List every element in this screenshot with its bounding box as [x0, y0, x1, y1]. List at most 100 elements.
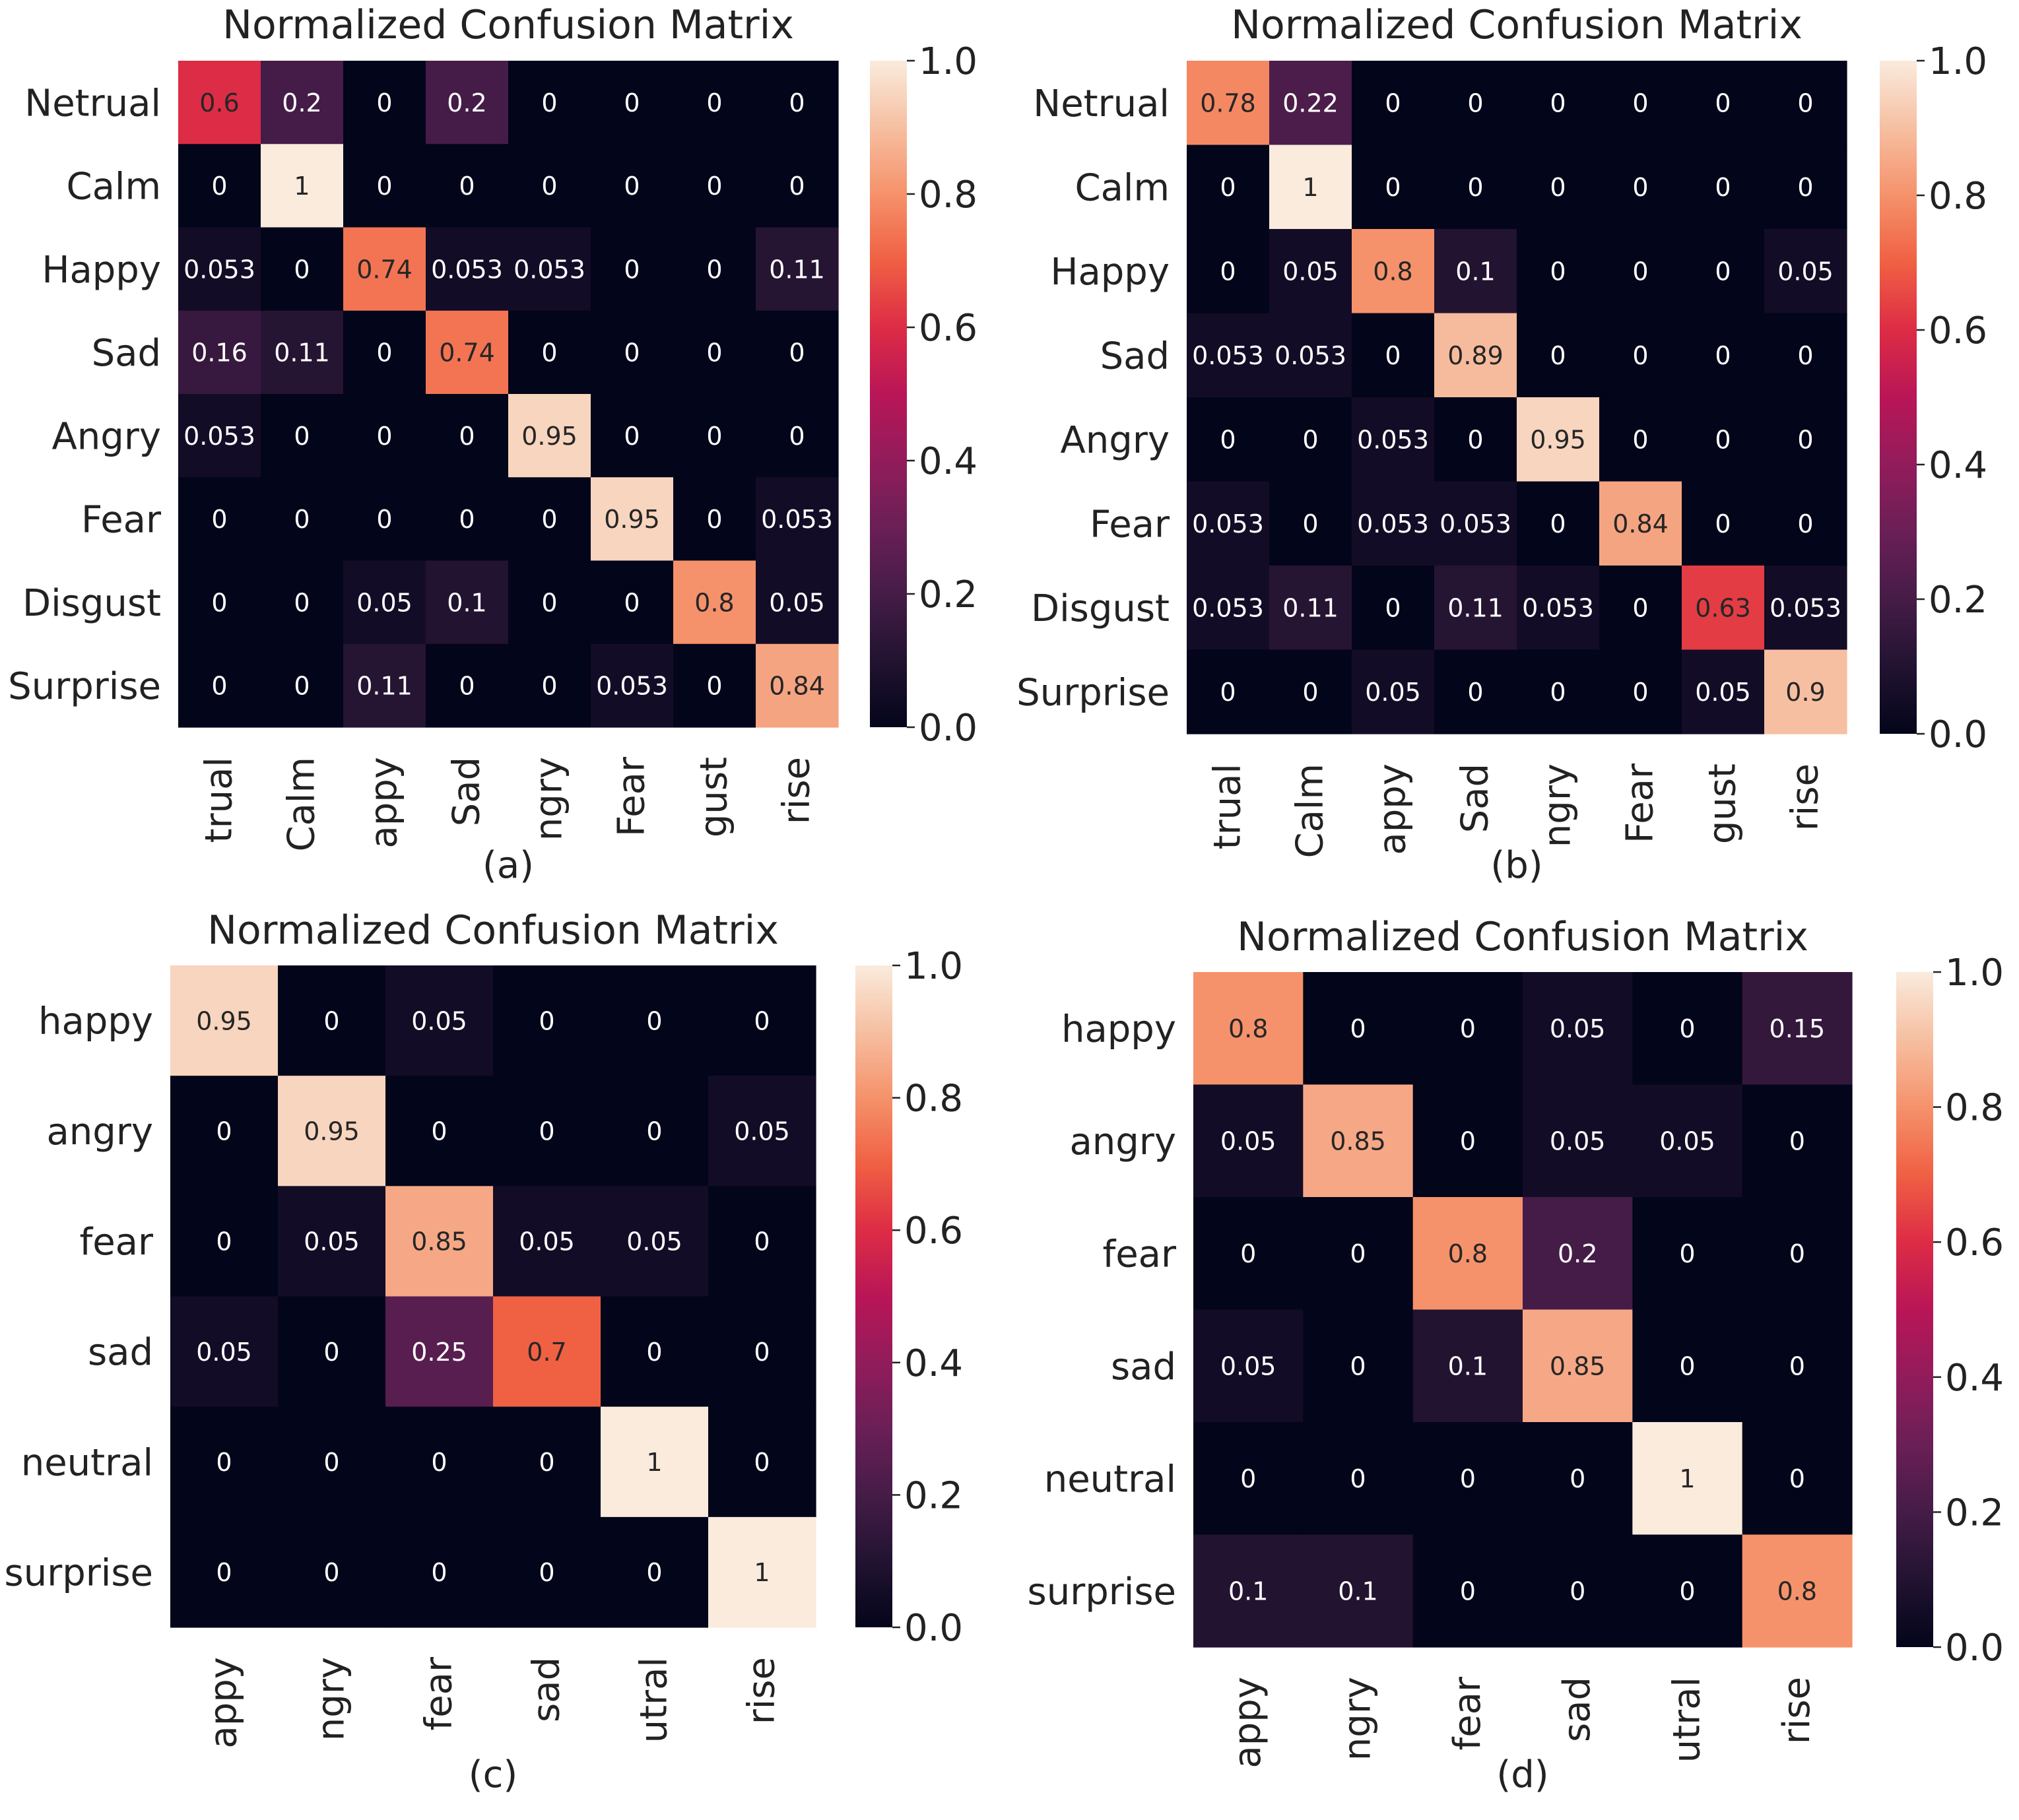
- heatmap-cell: [673, 310, 756, 395]
- heatmap-cell: [426, 643, 509, 728]
- cell-value-label: 0: [376, 172, 392, 201]
- y-tick-label: angry: [1069, 1121, 1176, 1163]
- cell-value-label: 0.05: [1365, 678, 1421, 707]
- heatmap-cell: [493, 1186, 601, 1297]
- heatmap-cell: [426, 144, 509, 228]
- heatmap-cell: [343, 560, 426, 645]
- cell-value-label: 0.11: [1447, 593, 1504, 622]
- panel-label: (d): [1496, 1753, 1548, 1796]
- heatmap-cell: [1764, 566, 1847, 651]
- cell-value-label: 0: [1550, 678, 1566, 707]
- cell-value-label: 0.05: [1659, 1126, 1715, 1155]
- colorbar-tick-label: 0.4: [904, 1342, 963, 1385]
- cell-value-label: 0: [1789, 1239, 1805, 1268]
- cell-value-label: 0.05: [734, 1117, 790, 1146]
- heatmap-cell: [1412, 1197, 1523, 1311]
- heatmap-cell: [1523, 972, 1633, 1086]
- colorbar-tick-label: 0.4: [919, 440, 977, 483]
- panel-label: (c): [469, 1753, 517, 1796]
- heatmap-cell: [1412, 1309, 1523, 1423]
- cell-value-label: 0.2: [447, 88, 486, 117]
- heatmap-cell: [178, 560, 261, 645]
- heatmap-cell: [1303, 1534, 1414, 1648]
- heatmap-cell: [261, 560, 344, 645]
- heatmap-cell: [1303, 1309, 1414, 1423]
- heatmap-cells: 0.6 0.2 0 0.2 0 0 0 0 0 1 0 0 0 0 0 0 0.053 0 0.74 0.053 0.0…: [178, 61, 839, 728]
- cell-value-label: 0.95: [604, 505, 660, 534]
- cell-value-label: 0.05: [356, 588, 413, 617]
- cell-value-label: 0: [1679, 1239, 1695, 1268]
- x-tick-label: fear: [418, 1656, 461, 1730]
- heatmap-cell: [385, 1186, 494, 1297]
- heatmap-cell: [1523, 1309, 1633, 1423]
- colorbar-tick-label: 0.8: [1929, 175, 1987, 218]
- cell-value-label: 0.8: [1228, 1014, 1268, 1043]
- cell-value-label: 0.1: [1448, 1351, 1488, 1381]
- cell-value-label: 0: [706, 339, 722, 368]
- cell-value-label: 0: [1220, 425, 1236, 454]
- cell-value-label: 0: [1632, 425, 1648, 454]
- cell-value-label: 0.05: [1550, 1014, 1606, 1043]
- heatmap-cell: [1187, 61, 1270, 146]
- heatmap-cell: [1269, 145, 1352, 230]
- heatmap-cell: [508, 227, 591, 311]
- cell-value-label: 0: [1302, 425, 1318, 454]
- panel-label: (a): [482, 844, 534, 887]
- cell-value-label: 0: [539, 1448, 554, 1477]
- cell-value-label: 0: [1385, 593, 1401, 622]
- cell-value-label: 0: [294, 588, 310, 617]
- cell-value-label: 0.6: [199, 88, 239, 117]
- cell-value-label: 0: [624, 88, 640, 117]
- cell-value-label: 0: [294, 422, 310, 451]
- heatmap-cell: [1632, 1197, 1743, 1311]
- cell-value-label: 0.05: [196, 1338, 252, 1367]
- heatmap-cell: [178, 477, 261, 562]
- cell-value-label: 0: [211, 505, 227, 534]
- heatmap-cell: [1523, 1084, 1633, 1198]
- cell-value-label: 0: [211, 172, 227, 201]
- cell-value-label: 0: [216, 1227, 232, 1256]
- cell-value-label: 0: [1350, 1239, 1366, 1268]
- cell-value-label: 0: [1350, 1351, 1366, 1381]
- cell-value-label: 0.95: [196, 1006, 252, 1035]
- y-tick-label: fear: [79, 1221, 153, 1264]
- y-tick-label: sad: [88, 1331, 153, 1374]
- heatmap-cell: [1517, 649, 1600, 734]
- cell-value-label: 0.053: [431, 255, 503, 284]
- cell-value-label: 0: [459, 505, 475, 534]
- heatmap-cell: [278, 1406, 386, 1518]
- heatmap-cell: [1523, 1197, 1633, 1311]
- cell-value-label: 0.05: [1550, 1126, 1606, 1155]
- cell-value-label: 0.1: [1228, 1576, 1268, 1606]
- cell-value-label: 0.84: [769, 672, 825, 701]
- heatmap-cell: [1517, 229, 1600, 314]
- heatmap-cell: [1187, 566, 1270, 651]
- heatmap-cell: [1193, 972, 1304, 1086]
- cell-value-label: 0: [1550, 88, 1566, 117]
- x-tick-label: utral: [633, 1657, 676, 1743]
- cell-value-label: 0: [294, 505, 310, 534]
- y-tick-label: Fear: [1090, 503, 1170, 546]
- heatmap-cell: [1599, 566, 1682, 651]
- colorbar-tick-label: 0.6: [1945, 1221, 2004, 1264]
- cell-value-label: 0: [706, 422, 722, 451]
- colorbar-tick-label: 0.4: [1929, 444, 1987, 487]
- cell-value-label: 0: [1302, 678, 1318, 707]
- heatmap-cell: [426, 310, 509, 395]
- heatmap-cell: [1632, 972, 1743, 1086]
- colorbar-tick-label: 1.0: [1945, 952, 2004, 994]
- cell-value-label: 0: [1789, 1351, 1805, 1381]
- cell-value-label: 0.2: [1558, 1239, 1597, 1268]
- colorbar-tick-label: 0.6: [904, 1210, 963, 1252]
- heatmap-cell: [1764, 397, 1847, 482]
- heatmap-cell: [1269, 397, 1352, 482]
- colorbar-tick-label: 0.6: [1929, 309, 1987, 352]
- y-tick-label: sad: [1111, 1346, 1176, 1388]
- cell-value-label: 0: [1385, 173, 1401, 202]
- cell-value-label: 0.95: [1530, 425, 1586, 454]
- x-tick-labels: appy ngry fear sad utral rise: [203, 1656, 783, 1749]
- heatmap-cell: [426, 61, 509, 145]
- cell-value-label: 0.11: [769, 255, 825, 284]
- heatmap-cell: [601, 1186, 709, 1297]
